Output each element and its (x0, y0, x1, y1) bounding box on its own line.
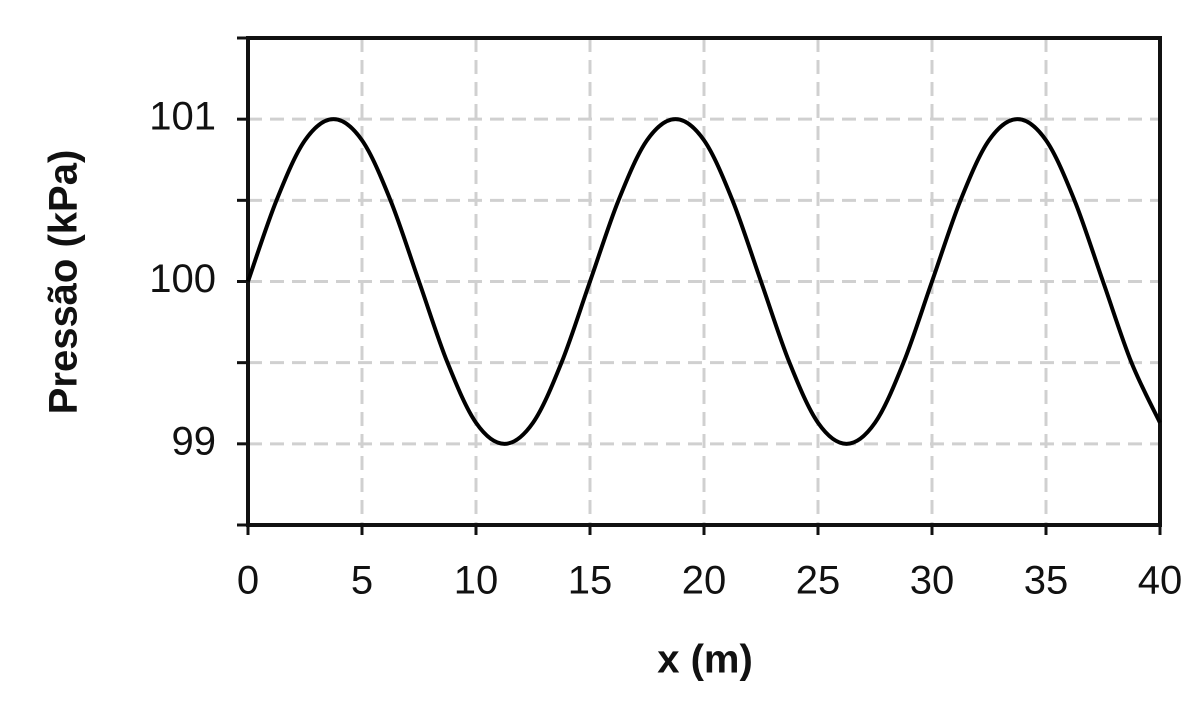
x-tick-label: 15 (568, 559, 613, 603)
x-tick-label: 35 (1024, 559, 1069, 603)
x-tick-label: 30 (910, 559, 955, 603)
y-tick-label: 99 (172, 419, 217, 463)
x-tick-label: 5 (351, 559, 373, 603)
y-tick-label: 101 (149, 95, 216, 139)
x-tick-label: 25 (796, 559, 841, 603)
x-tick-label: 10 (454, 559, 499, 603)
y-tick-label: 100 (149, 257, 216, 301)
x-tick-label: 40 (1138, 559, 1183, 603)
x-tick-label: 20 (682, 559, 727, 603)
data-line (246, 117, 1162, 446)
y-axis-label: Pressão (kPa) (42, 150, 86, 415)
x-tick-label: 0 (237, 559, 259, 603)
x-axis-label: x (m) (657, 638, 753, 682)
